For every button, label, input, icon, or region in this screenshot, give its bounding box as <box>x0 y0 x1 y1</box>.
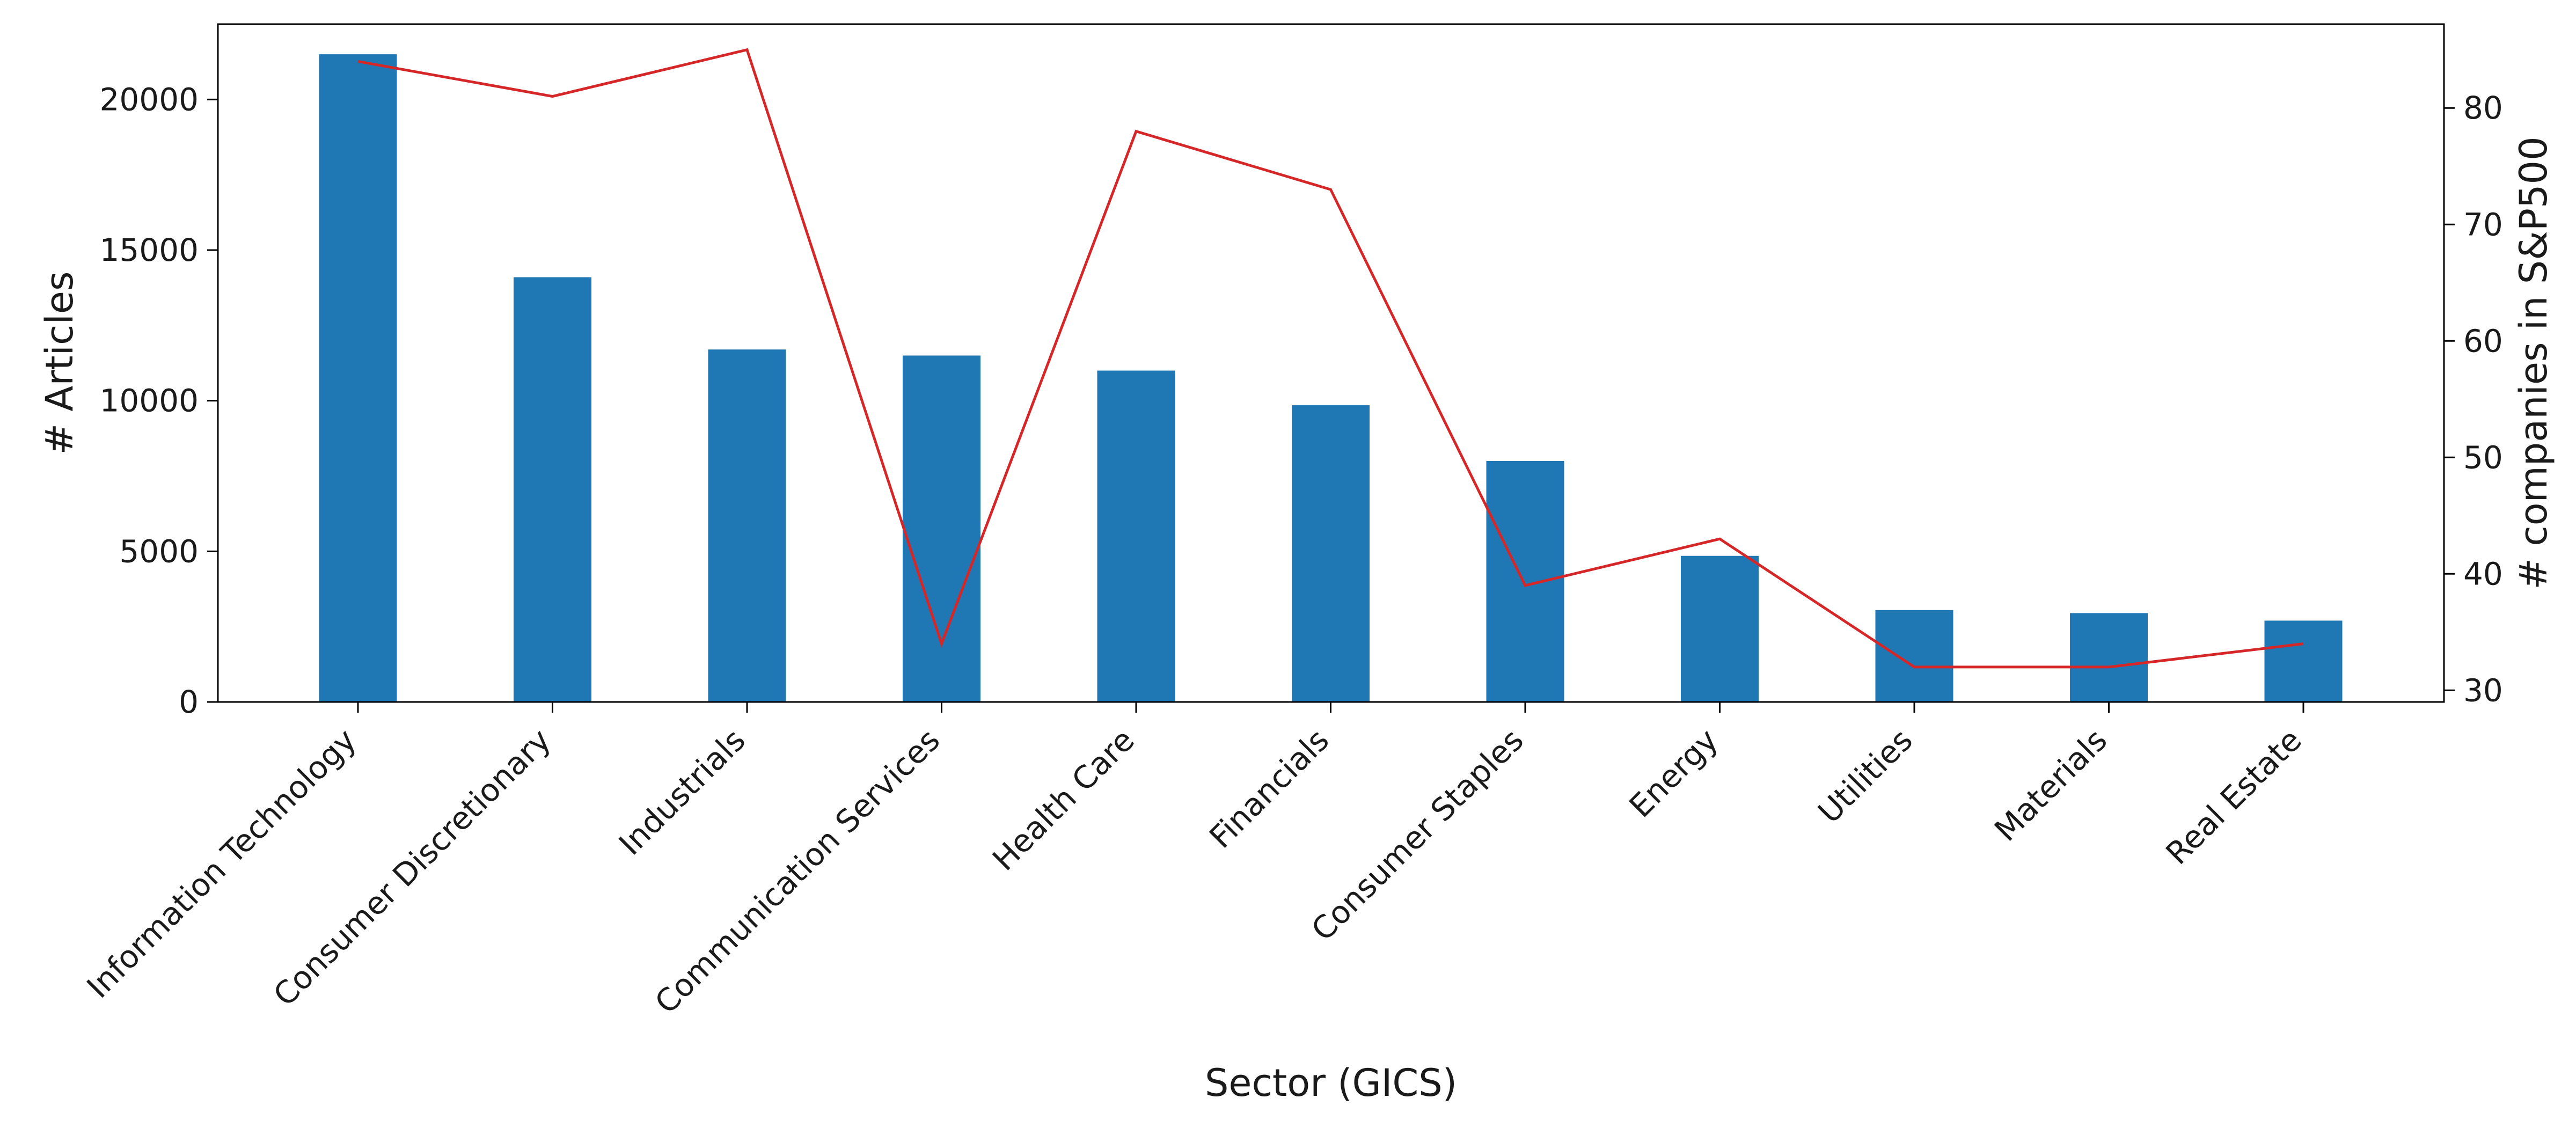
y-tick-label: 20000 <box>99 81 199 118</box>
bar <box>903 355 980 702</box>
y-axis-title: # Articles <box>38 272 82 455</box>
bar <box>2070 613 2148 702</box>
left-axis: 0 5000 10000 15000 20000 <box>99 81 218 720</box>
y-tick-label: 15000 <box>99 232 199 268</box>
bar <box>1875 610 1953 702</box>
x-tick-label: Materials <box>1987 722 2114 848</box>
bar <box>708 349 786 702</box>
x-axis-title: Sector (GICS) <box>1205 1061 1457 1105</box>
x-tick-label: Industrials <box>612 722 752 862</box>
y2-tick-label: 30 <box>2463 672 2503 708</box>
line-series <box>357 48 2304 669</box>
bar <box>1097 370 1175 702</box>
x-tick-label: Real Estate <box>2159 722 2309 872</box>
y2-tick-label: 60 <box>2463 323 2503 359</box>
x-tick-label: Health Care <box>985 722 1141 878</box>
x-tick-label: Consumer Staples <box>1304 722 1531 948</box>
y2-tick-label: 70 <box>2463 206 2503 243</box>
bar <box>514 277 591 702</box>
y-tick-label: 10000 <box>99 383 199 419</box>
bar <box>1292 405 1370 702</box>
y2-tick-label: 40 <box>2463 555 2503 592</box>
bar-series <box>319 54 2343 702</box>
x-tick-label: Utilities <box>1811 722 1919 830</box>
x-tick-label: Energy <box>1622 722 1725 825</box>
y2-tick-label: 80 <box>2463 90 2503 126</box>
y2-tick-label: 50 <box>2463 439 2503 475</box>
bar <box>2264 620 2343 702</box>
bar <box>1486 460 1564 702</box>
y-tick-label: 5000 <box>119 533 199 569</box>
x-tick-label: Financials <box>1202 722 1336 855</box>
bar <box>319 54 397 702</box>
y2-axis-title: # companies in S&P500 <box>2512 136 2556 589</box>
series-line <box>357 48 2304 669</box>
right-axis: 30 40 50 60 70 80 <box>2444 90 2503 708</box>
bar <box>1681 555 1759 702</box>
y-tick-label: 0 <box>179 684 199 720</box>
